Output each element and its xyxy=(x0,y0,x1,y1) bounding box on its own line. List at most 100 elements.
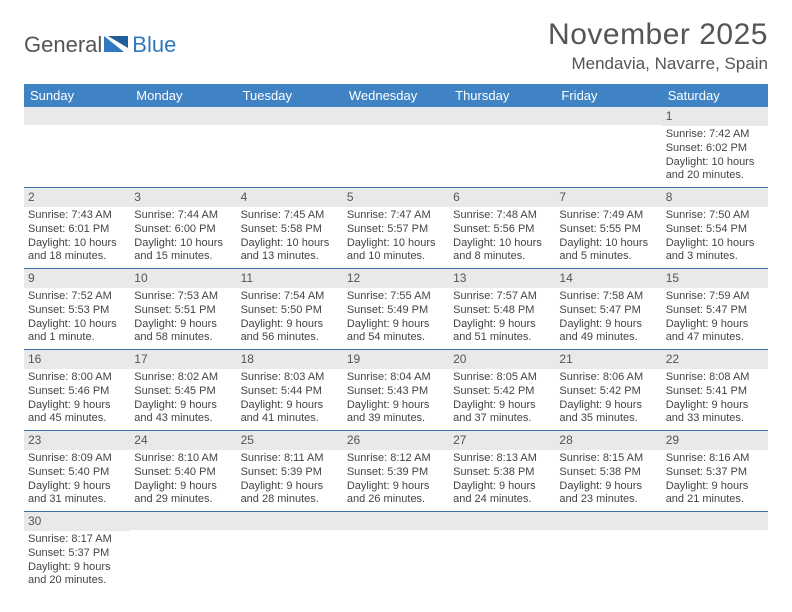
sunrise-text: Sunrise: 7:59 AM xyxy=(666,290,764,304)
sunset-text: Sunset: 5:40 PM xyxy=(28,466,126,480)
day-number xyxy=(237,107,343,125)
sunrise-text: Sunrise: 7:47 AM xyxy=(347,209,445,223)
day-cell: 16Sunrise: 8:00 AMSunset: 5:46 PMDayligh… xyxy=(24,350,130,430)
day-cell: 2Sunrise: 7:43 AMSunset: 6:01 PMDaylight… xyxy=(24,188,130,268)
sunrise-text: Sunrise: 7:49 AM xyxy=(559,209,657,223)
sunrise-text: Sunrise: 7:54 AM xyxy=(241,290,339,304)
sunrise-text: Sunrise: 8:11 AM xyxy=(241,452,339,466)
day-cell: 30Sunrise: 8:17 AMSunset: 5:37 PMDayligh… xyxy=(24,512,130,592)
day-body: Sunrise: 7:59 AMSunset: 5:47 PMDaylight:… xyxy=(662,288,768,349)
weekday-sat: Saturday xyxy=(662,84,768,107)
day-number: 23 xyxy=(24,431,130,450)
day-cell xyxy=(555,107,661,187)
sunrise-text: Sunrise: 8:16 AM xyxy=(666,452,764,466)
sunrise-text: Sunrise: 7:58 AM xyxy=(559,290,657,304)
day-number: 18 xyxy=(237,350,343,369)
day-number: 20 xyxy=(449,350,555,369)
day-body: Sunrise: 8:10 AMSunset: 5:40 PMDaylight:… xyxy=(130,450,236,511)
day-body: Sunrise: 8:17 AMSunset: 5:37 PMDaylight:… xyxy=(24,531,130,592)
day-body: Sunrise: 8:02 AMSunset: 5:45 PMDaylight:… xyxy=(130,369,236,430)
weekday-tue: Tuesday xyxy=(237,84,343,107)
day-body: Sunrise: 8:16 AMSunset: 5:37 PMDaylight:… xyxy=(662,450,768,511)
daylight-text: Daylight: 9 hours and 56 minutes. xyxy=(241,318,339,346)
daylight-text: Daylight: 9 hours and 29 minutes. xyxy=(134,480,232,508)
day-number: 28 xyxy=(555,431,661,450)
daylight-text: Daylight: 10 hours and 5 minutes. xyxy=(559,237,657,265)
day-number: 13 xyxy=(449,269,555,288)
sunrise-text: Sunrise: 8:12 AM xyxy=(347,452,445,466)
day-body: Sunrise: 8:00 AMSunset: 5:46 PMDaylight:… xyxy=(24,369,130,430)
daylight-text: Daylight: 9 hours and 43 minutes. xyxy=(134,399,232,427)
day-cell xyxy=(449,107,555,187)
daylight-text: Daylight: 9 hours and 35 minutes. xyxy=(559,399,657,427)
sunset-text: Sunset: 5:37 PM xyxy=(666,466,764,480)
day-cell: 3Sunrise: 7:44 AMSunset: 6:00 PMDaylight… xyxy=(130,188,236,268)
weeks-container: 1Sunrise: 7:42 AMSunset: 6:02 PMDaylight… xyxy=(24,107,768,592)
day-body: Sunrise: 8:15 AMSunset: 5:38 PMDaylight:… xyxy=(555,450,661,511)
sunrise-text: Sunrise: 7:45 AM xyxy=(241,209,339,223)
day-number: 15 xyxy=(662,269,768,288)
sunset-text: Sunset: 6:00 PM xyxy=(134,223,232,237)
day-cell: 11Sunrise: 7:54 AMSunset: 5:50 PMDayligh… xyxy=(237,269,343,349)
sunset-text: Sunset: 5:54 PM xyxy=(666,223,764,237)
day-body: Sunrise: 8:05 AMSunset: 5:42 PMDaylight:… xyxy=(449,369,555,430)
day-number xyxy=(237,512,343,530)
day-cell: 27Sunrise: 8:13 AMSunset: 5:38 PMDayligh… xyxy=(449,431,555,511)
day-body: Sunrise: 8:04 AMSunset: 5:43 PMDaylight:… xyxy=(343,369,449,430)
sunrise-text: Sunrise: 7:50 AM xyxy=(666,209,764,223)
day-cell xyxy=(130,512,236,592)
sunrise-text: Sunrise: 7:43 AM xyxy=(28,209,126,223)
month-title: November 2025 xyxy=(548,18,768,52)
day-cell xyxy=(24,107,130,187)
week-row: 2Sunrise: 7:43 AMSunset: 6:01 PMDaylight… xyxy=(24,188,768,269)
day-body: Sunrise: 7:42 AMSunset: 6:02 PMDaylight:… xyxy=(662,126,768,187)
sunset-text: Sunset: 5:39 PM xyxy=(241,466,339,480)
sunset-text: Sunset: 5:40 PM xyxy=(134,466,232,480)
calendar: Sunday Monday Tuesday Wednesday Thursday… xyxy=(24,84,768,592)
day-number: 24 xyxy=(130,431,236,450)
day-number xyxy=(343,107,449,125)
weekday-sun: Sunday xyxy=(24,84,130,107)
sunset-text: Sunset: 5:47 PM xyxy=(559,304,657,318)
title-block: November 2025 Mendavia, Navarre, Spain xyxy=(548,18,768,74)
day-body: Sunrise: 8:09 AMSunset: 5:40 PMDaylight:… xyxy=(24,450,130,511)
day-cell: 9Sunrise: 7:52 AMSunset: 5:53 PMDaylight… xyxy=(24,269,130,349)
day-cell: 12Sunrise: 7:55 AMSunset: 5:49 PMDayligh… xyxy=(343,269,449,349)
day-number xyxy=(130,107,236,125)
day-cell xyxy=(343,512,449,592)
sunset-text: Sunset: 5:51 PM xyxy=(134,304,232,318)
day-cell: 22Sunrise: 8:08 AMSunset: 5:41 PMDayligh… xyxy=(662,350,768,430)
sunset-text: Sunset: 5:39 PM xyxy=(347,466,445,480)
day-number xyxy=(449,107,555,125)
day-body: Sunrise: 8:08 AMSunset: 5:41 PMDaylight:… xyxy=(662,369,768,430)
daylight-text: Daylight: 9 hours and 21 minutes. xyxy=(666,480,764,508)
sunrise-text: Sunrise: 8:09 AM xyxy=(28,452,126,466)
day-cell: 28Sunrise: 8:15 AMSunset: 5:38 PMDayligh… xyxy=(555,431,661,511)
sunset-text: Sunset: 6:02 PM xyxy=(666,142,764,156)
day-number: 30 xyxy=(24,512,130,531)
sunrise-text: Sunrise: 7:48 AM xyxy=(453,209,551,223)
logo: General Blue xyxy=(24,18,176,58)
logo-text-general: General xyxy=(24,32,102,58)
day-cell xyxy=(343,107,449,187)
day-cell: 13Sunrise: 7:57 AMSunset: 5:48 PMDayligh… xyxy=(449,269,555,349)
day-number: 7 xyxy=(555,188,661,207)
day-body: Sunrise: 7:57 AMSunset: 5:48 PMDaylight:… xyxy=(449,288,555,349)
daylight-text: Daylight: 9 hours and 45 minutes. xyxy=(28,399,126,427)
day-body: Sunrise: 7:44 AMSunset: 6:00 PMDaylight:… xyxy=(130,207,236,268)
daylight-text: Daylight: 10 hours and 1 minute. xyxy=(28,318,126,346)
week-row: 23Sunrise: 8:09 AMSunset: 5:40 PMDayligh… xyxy=(24,431,768,512)
sunset-text: Sunset: 5:53 PM xyxy=(28,304,126,318)
day-cell: 10Sunrise: 7:53 AMSunset: 5:51 PMDayligh… xyxy=(130,269,236,349)
day-body: Sunrise: 7:53 AMSunset: 5:51 PMDaylight:… xyxy=(130,288,236,349)
day-cell: 8Sunrise: 7:50 AMSunset: 5:54 PMDaylight… xyxy=(662,188,768,268)
sunrise-text: Sunrise: 8:17 AM xyxy=(28,533,126,547)
day-number: 4 xyxy=(237,188,343,207)
location: Mendavia, Navarre, Spain xyxy=(548,54,768,74)
day-body: Sunrise: 8:12 AMSunset: 5:39 PMDaylight:… xyxy=(343,450,449,511)
day-number: 25 xyxy=(237,431,343,450)
week-row: 16Sunrise: 8:00 AMSunset: 5:46 PMDayligh… xyxy=(24,350,768,431)
sunrise-text: Sunrise: 7:57 AM xyxy=(453,290,551,304)
sunset-text: Sunset: 5:41 PM xyxy=(666,385,764,399)
day-number: 10 xyxy=(130,269,236,288)
